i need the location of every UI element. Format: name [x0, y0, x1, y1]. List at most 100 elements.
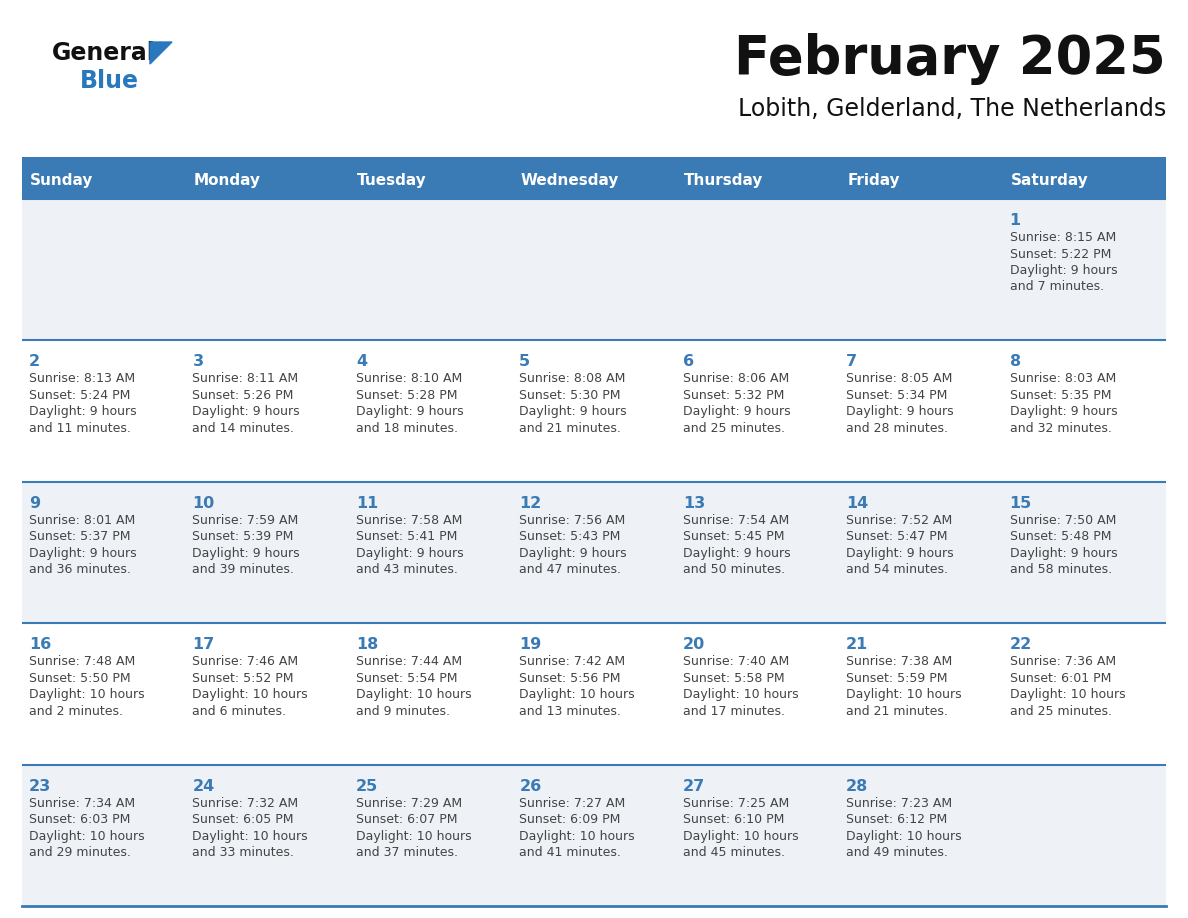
- Text: Daylight: 10 hours: Daylight: 10 hours: [519, 830, 634, 843]
- Text: Daylight: 9 hours: Daylight: 9 hours: [192, 547, 301, 560]
- Text: Daylight: 9 hours: Daylight: 9 hours: [683, 406, 790, 419]
- Text: Daylight: 9 hours: Daylight: 9 hours: [846, 547, 954, 560]
- Text: Sunrise: 8:01 AM: Sunrise: 8:01 AM: [29, 514, 135, 527]
- Bar: [1003, 161, 1165, 199]
- Text: and 28 minutes.: and 28 minutes.: [846, 422, 948, 435]
- Text: Sunrise: 7:40 AM: Sunrise: 7:40 AM: [683, 655, 789, 668]
- Text: and 49 minutes.: and 49 minutes.: [846, 846, 948, 859]
- Text: Sunset: 5:54 PM: Sunset: 5:54 PM: [356, 672, 457, 685]
- Text: Thursday: Thursday: [684, 173, 763, 187]
- Text: 15: 15: [1010, 496, 1032, 510]
- Bar: [1003, 482, 1165, 623]
- Text: Daylight: 9 hours: Daylight: 9 hours: [1010, 406, 1117, 419]
- Text: Sunset: 6:09 PM: Sunset: 6:09 PM: [519, 813, 620, 826]
- Text: Blue: Blue: [80, 69, 139, 93]
- Text: 18: 18: [356, 637, 378, 652]
- Text: 16: 16: [29, 637, 51, 652]
- Bar: [185, 765, 349, 906]
- Text: Sunrise: 7:23 AM: Sunrise: 7:23 AM: [846, 797, 953, 810]
- Text: Sunday: Sunday: [30, 173, 94, 187]
- Text: Sunset: 5:30 PM: Sunset: 5:30 PM: [519, 389, 621, 402]
- Bar: [1003, 341, 1165, 482]
- Text: and 29 minutes.: and 29 minutes.: [29, 846, 131, 859]
- Text: 1: 1: [1010, 213, 1020, 228]
- Text: 13: 13: [683, 496, 704, 510]
- Text: Sunset: 5:39 PM: Sunset: 5:39 PM: [192, 531, 293, 543]
- Text: Sunrise: 7:29 AM: Sunrise: 7:29 AM: [356, 797, 462, 810]
- Text: Sunrise: 8:05 AM: Sunrise: 8:05 AM: [846, 373, 953, 386]
- Text: 14: 14: [846, 496, 868, 510]
- Text: Sunset: 5:48 PM: Sunset: 5:48 PM: [1010, 531, 1111, 543]
- Text: Sunset: 6:03 PM: Sunset: 6:03 PM: [29, 813, 131, 826]
- Bar: [23, 161, 185, 199]
- Text: Sunset: 5:28 PM: Sunset: 5:28 PM: [356, 389, 457, 402]
- Text: Daylight: 10 hours: Daylight: 10 hours: [683, 830, 798, 843]
- Bar: [349, 341, 512, 482]
- Text: Sunset: 5:37 PM: Sunset: 5:37 PM: [29, 531, 131, 543]
- Text: and 39 minutes.: and 39 minutes.: [192, 564, 295, 577]
- Text: Sunset: 6:12 PM: Sunset: 6:12 PM: [846, 813, 947, 826]
- Text: 2: 2: [29, 354, 40, 369]
- Text: General: General: [52, 41, 156, 65]
- Text: 20: 20: [683, 637, 704, 652]
- Text: Sunset: 6:05 PM: Sunset: 6:05 PM: [192, 813, 293, 826]
- Text: 21: 21: [846, 637, 868, 652]
- Bar: [839, 482, 1003, 623]
- Text: and 54 minutes.: and 54 minutes.: [846, 564, 948, 577]
- Text: Sunrise: 7:54 AM: Sunrise: 7:54 AM: [683, 514, 789, 527]
- Text: Daylight: 9 hours: Daylight: 9 hours: [683, 547, 790, 560]
- Bar: [839, 161, 1003, 199]
- Text: Sunrise: 7:32 AM: Sunrise: 7:32 AM: [192, 797, 298, 810]
- Text: Sunrise: 7:48 AM: Sunrise: 7:48 AM: [29, 655, 135, 668]
- Bar: [185, 623, 349, 765]
- Text: Daylight: 9 hours: Daylight: 9 hours: [1010, 547, 1117, 560]
- Text: Daylight: 10 hours: Daylight: 10 hours: [192, 830, 308, 843]
- Text: Daylight: 9 hours: Daylight: 9 hours: [519, 406, 627, 419]
- Text: Daylight: 9 hours: Daylight: 9 hours: [29, 406, 137, 419]
- Text: 22: 22: [1010, 637, 1032, 652]
- Text: Sunrise: 8:10 AM: Sunrise: 8:10 AM: [356, 373, 462, 386]
- Text: Daylight: 10 hours: Daylight: 10 hours: [29, 688, 145, 701]
- Bar: [349, 199, 512, 341]
- Bar: [512, 341, 676, 482]
- Text: Daylight: 9 hours: Daylight: 9 hours: [29, 547, 137, 560]
- Bar: [512, 161, 676, 199]
- Text: Sunrise: 7:46 AM: Sunrise: 7:46 AM: [192, 655, 298, 668]
- Text: Daylight: 9 hours: Daylight: 9 hours: [356, 547, 463, 560]
- Text: Sunset: 5:41 PM: Sunset: 5:41 PM: [356, 531, 457, 543]
- Text: Sunset: 5:24 PM: Sunset: 5:24 PM: [29, 389, 131, 402]
- Text: Daylight: 10 hours: Daylight: 10 hours: [683, 688, 798, 701]
- Bar: [185, 482, 349, 623]
- Text: Sunrise: 7:42 AM: Sunrise: 7:42 AM: [519, 655, 625, 668]
- Text: and 33 minutes.: and 33 minutes.: [192, 846, 295, 859]
- Text: Sunset: 5:43 PM: Sunset: 5:43 PM: [519, 531, 620, 543]
- Text: and 13 minutes.: and 13 minutes.: [519, 705, 621, 718]
- Text: Daylight: 10 hours: Daylight: 10 hours: [356, 688, 472, 701]
- Text: Sunrise: 8:06 AM: Sunrise: 8:06 AM: [683, 373, 789, 386]
- Text: and 36 minutes.: and 36 minutes.: [29, 564, 131, 577]
- Bar: [512, 765, 676, 906]
- Bar: [185, 341, 349, 482]
- Text: and 7 minutes.: and 7 minutes.: [1010, 281, 1104, 294]
- Text: Daylight: 10 hours: Daylight: 10 hours: [356, 830, 472, 843]
- Text: Sunset: 5:32 PM: Sunset: 5:32 PM: [683, 389, 784, 402]
- Text: 4: 4: [356, 354, 367, 369]
- Bar: [23, 157, 1165, 161]
- Text: Sunset: 5:59 PM: Sunset: 5:59 PM: [846, 672, 948, 685]
- Text: and 9 minutes.: and 9 minutes.: [356, 705, 450, 718]
- Text: and 21 minutes.: and 21 minutes.: [846, 705, 948, 718]
- Text: Daylight: 9 hours: Daylight: 9 hours: [846, 406, 954, 419]
- Bar: [23, 765, 185, 906]
- Text: Daylight: 10 hours: Daylight: 10 hours: [29, 830, 145, 843]
- Text: Sunrise: 7:50 AM: Sunrise: 7:50 AM: [1010, 514, 1116, 527]
- Text: Sunrise: 7:34 AM: Sunrise: 7:34 AM: [29, 797, 135, 810]
- Text: Sunrise: 8:08 AM: Sunrise: 8:08 AM: [519, 373, 626, 386]
- Bar: [676, 161, 839, 199]
- Bar: [349, 161, 512, 199]
- Text: Sunset: 5:58 PM: Sunset: 5:58 PM: [683, 672, 784, 685]
- Text: Daylight: 9 hours: Daylight: 9 hours: [519, 547, 627, 560]
- Text: Daylight: 10 hours: Daylight: 10 hours: [1010, 688, 1125, 701]
- Text: and 47 minutes.: and 47 minutes.: [519, 564, 621, 577]
- Bar: [676, 482, 839, 623]
- Text: February 2025: February 2025: [734, 33, 1165, 85]
